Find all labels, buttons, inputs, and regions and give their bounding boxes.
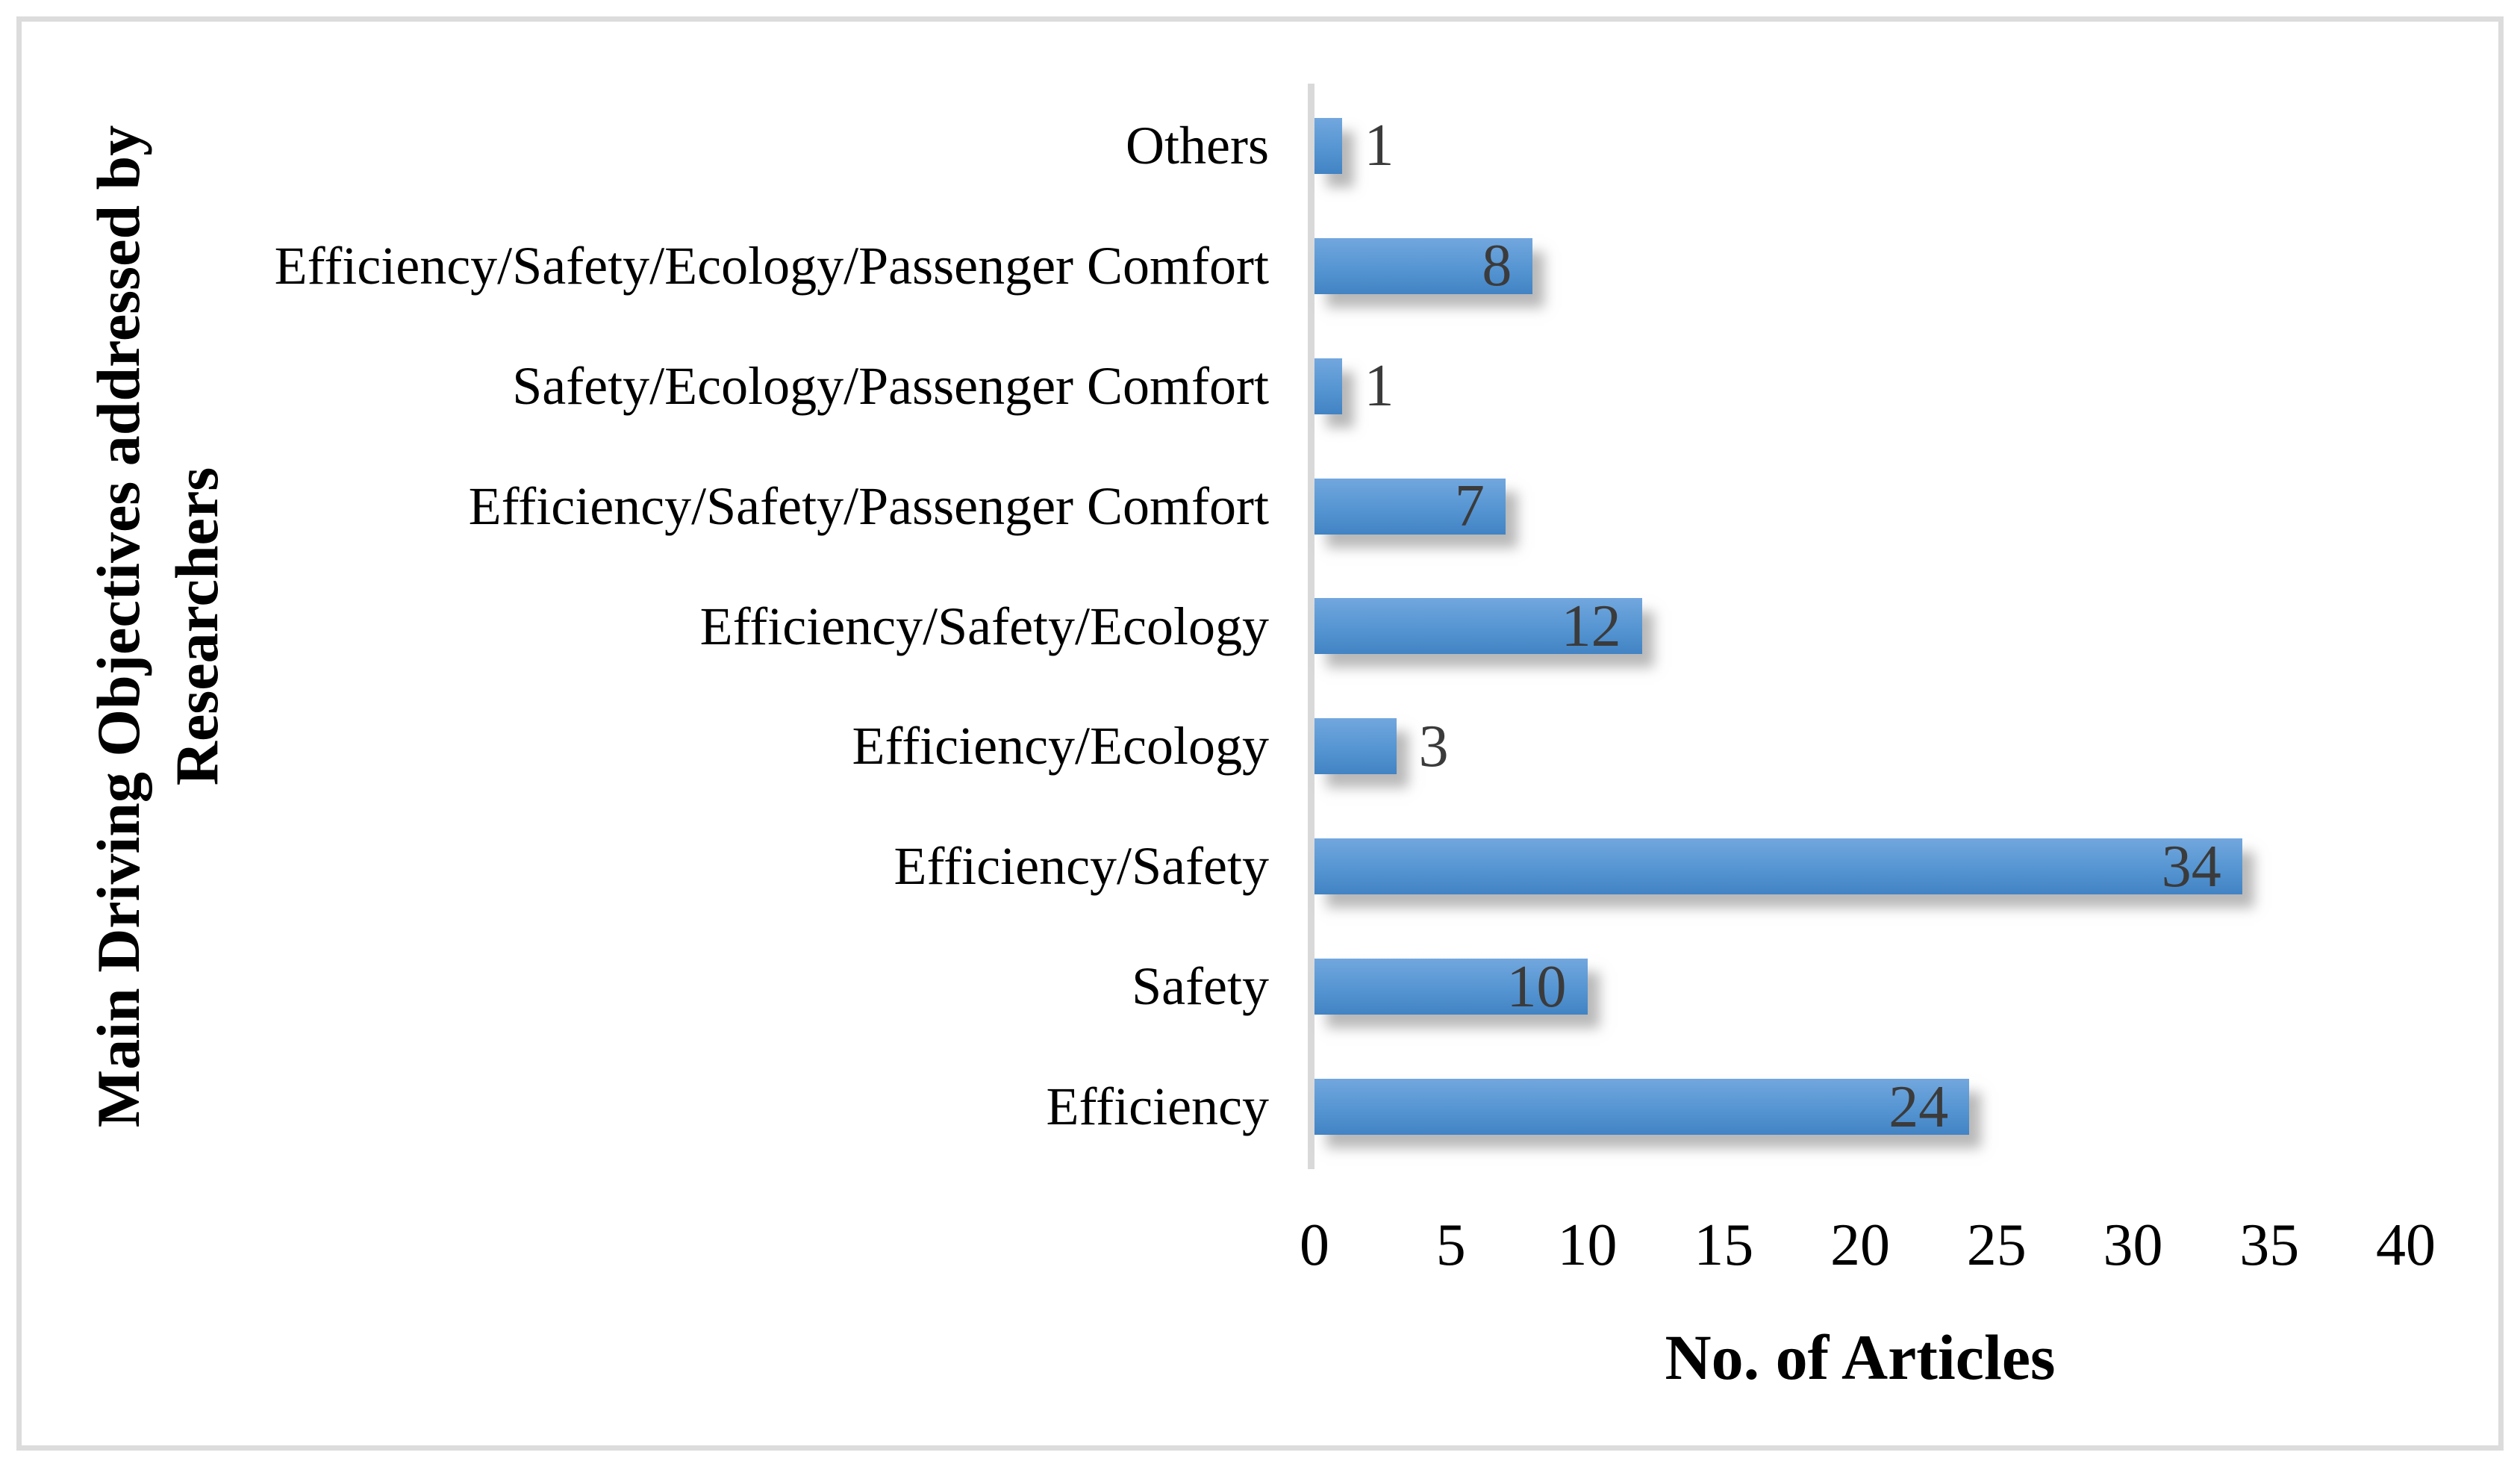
- bar-row: 1: [1314, 326, 2406, 446]
- bar: [1314, 838, 2242, 895]
- bar-data-label: 24: [1889, 1074, 1949, 1140]
- bar: [1314, 237, 1533, 294]
- category-label: Others: [1126, 115, 1269, 175]
- x-tick-label: 10: [1557, 1212, 1618, 1278]
- category-label: Efficiency: [1046, 1077, 1269, 1137]
- bar-row: 24: [1314, 1047, 2406, 1167]
- bar-data-label: 1: [1364, 353, 1394, 420]
- x-axis-ticks: 0 5 10 15 20 25 30 35 40: [1300, 1212, 2436, 1298]
- bar-row: 8: [1314, 206, 2406, 326]
- x-tick-label: 30: [2103, 1212, 2163, 1278]
- bar: [1314, 117, 1342, 174]
- x-tick-label: 0: [1300, 1212, 1329, 1278]
- bar-row: 34: [1314, 806, 2406, 926]
- bar-data-label: 10: [1506, 953, 1567, 1020]
- plot-area: 1 8 1 7 12 3 34 10 24: [1314, 86, 2406, 1167]
- bar: [1314, 959, 1588, 1015]
- bar-data-label: 8: [1482, 233, 1512, 299]
- bar-data-label: 3: [1418, 713, 1449, 779]
- bar: [1314, 718, 1397, 775]
- x-tick-label: 40: [2376, 1212, 2436, 1278]
- bar: [1314, 358, 1342, 414]
- bar: [1314, 1079, 1970, 1136]
- bar-data-label: 1: [1364, 113, 1394, 179]
- category-label: Efficiency/Ecology: [852, 716, 1269, 776]
- x-tick-label: 15: [1694, 1212, 1754, 1278]
- bar-row: 12: [1314, 567, 2406, 687]
- x-tick-label: 20: [1830, 1212, 1890, 1278]
- bar-data-label: 12: [1561, 593, 1621, 659]
- x-axis-title: No. of Articles: [1665, 1321, 2056, 1393]
- category-label: Efficiency/Safety/Passenger Comfort: [468, 476, 1269, 536]
- bar-data-label: 34: [2161, 833, 2221, 900]
- category-label: Efficiency/Safety: [893, 836, 1269, 897]
- bar-row: 10: [1314, 926, 2406, 1047]
- category-label: Safety/Ecology/Passenger Comfort: [512, 355, 1269, 416]
- category-axis-labels: Others Efficiency/Safety/Ecology/Passenge…: [0, 86, 1269, 1167]
- figure-border-frame: [16, 16, 2504, 1451]
- bar-data-label: 7: [1454, 473, 1485, 540]
- bar: [1314, 478, 1506, 535]
- category-label: Efficiency/Safety/Ecology: [699, 596, 1269, 656]
- x-tick-label: 35: [2239, 1212, 2300, 1278]
- y-axis-line: [1308, 84, 1314, 1169]
- bar-row: 3: [1314, 686, 2406, 806]
- category-label: Safety: [1132, 956, 1269, 1017]
- x-tick-label: 5: [1435, 1212, 1466, 1278]
- category-label: Efficiency/Safety/Ecology/Passenger Comf…: [274, 235, 1269, 296]
- bar-row: 7: [1314, 446, 2406, 567]
- x-tick-label: 25: [1966, 1212, 2027, 1278]
- bar-row: 1: [1314, 86, 2406, 206]
- bar: [1314, 598, 1642, 655]
